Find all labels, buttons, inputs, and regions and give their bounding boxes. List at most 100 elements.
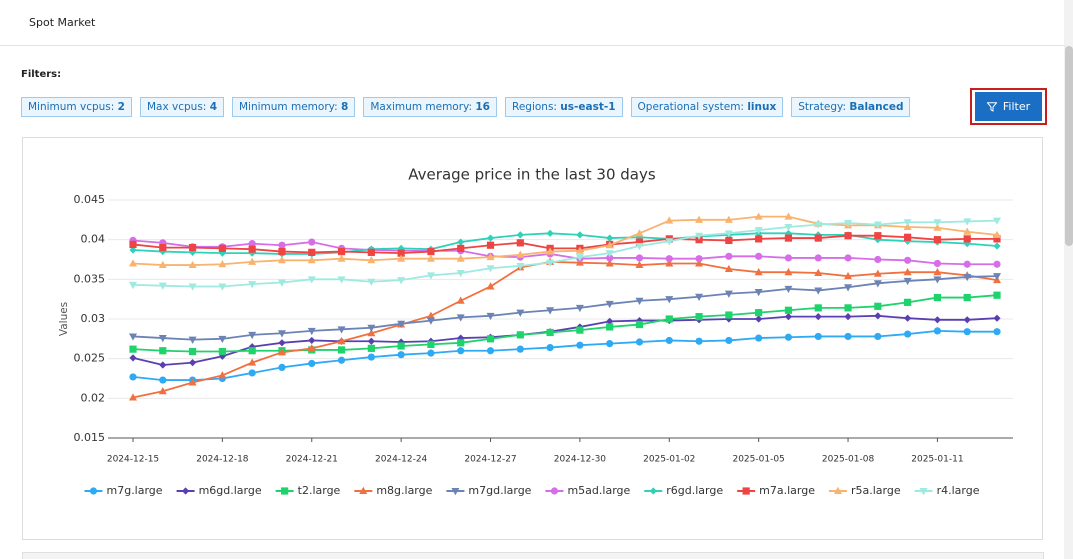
data-point <box>903 267 912 276</box>
data-point <box>963 316 971 324</box>
data-point <box>873 280 882 288</box>
data-point <box>993 291 1001 299</box>
data-point <box>933 219 942 227</box>
legend-label: t2.large <box>298 484 341 497</box>
data-point <box>814 304 822 312</box>
data-point <box>308 336 316 345</box>
legend-marker <box>89 487 98 495</box>
series-line <box>132 260 998 399</box>
data-point <box>755 334 763 342</box>
data-point <box>248 245 256 253</box>
data-point <box>665 216 674 224</box>
data-point <box>546 247 555 255</box>
series-line <box>132 219 998 288</box>
legend-label: m7g.large <box>106 484 162 497</box>
data-point <box>904 298 912 306</box>
data-point <box>457 339 465 347</box>
data-point <box>546 229 554 237</box>
data-point <box>427 340 435 348</box>
filter-chips: Minimum vcpus: 2 Max vcpus: 4 Minimum memo… <box>21 97 911 117</box>
data-point <box>337 247 346 256</box>
data-point <box>516 239 524 247</box>
data-point <box>635 297 644 305</box>
data-point <box>755 309 763 317</box>
data-point <box>277 256 286 264</box>
data-point <box>575 304 584 313</box>
legend: m7g.large m6gd.large t2.large m8g.large m7gd… <box>84 484 980 497</box>
data-point <box>933 267 942 276</box>
x-tick-label: 2025-01-08 <box>822 455 875 465</box>
scrollbar[interactable] <box>1065 46 1073 246</box>
data-point <box>188 347 197 356</box>
legend-item: r6gd.large <box>644 484 723 497</box>
data-point <box>844 271 853 280</box>
legend-item: t2.large <box>275 484 341 497</box>
legend-item: m6gd.large <box>176 484 262 497</box>
data-point <box>456 314 465 322</box>
data-point <box>605 259 614 267</box>
filter-chip[interactable]: Operational system: linux <box>630 97 784 117</box>
legend-item: m7gd.large <box>446 484 532 497</box>
data-point <box>307 327 316 336</box>
data-point <box>188 336 197 344</box>
data-point <box>367 256 376 264</box>
data-point <box>665 336 673 345</box>
data-point <box>188 378 197 386</box>
data-point <box>784 306 793 314</box>
filter-chip[interactable]: Minimum vcpus: 2 <box>21 97 132 117</box>
data-point <box>129 281 137 290</box>
data-point <box>963 235 971 243</box>
filter-chip[interactable]: Max vcpus: 4 <box>139 97 224 117</box>
data-point <box>158 282 167 290</box>
data-point <box>129 333 137 341</box>
data-point <box>814 332 822 341</box>
filter-chip[interactable]: Maximum memory: 16 <box>363 97 497 117</box>
data-point <box>904 330 912 338</box>
data-point <box>248 331 257 340</box>
data-point <box>158 386 167 395</box>
filter-chip[interactable]: Regions: us-east-1 <box>505 97 623 117</box>
data-point <box>426 272 435 280</box>
data-point <box>516 309 525 317</box>
data-point <box>248 281 257 289</box>
data-point <box>129 259 137 267</box>
data-point <box>695 232 704 240</box>
chart-title: Average price in the last 30 days <box>408 166 656 184</box>
data-point <box>307 344 316 352</box>
filters-label: Filters: <box>21 69 62 80</box>
data-point <box>873 269 882 277</box>
data-point <box>605 250 614 258</box>
data-point <box>248 347 256 355</box>
data-point <box>606 323 614 331</box>
data-point <box>725 336 733 345</box>
data-point <box>695 255 703 263</box>
data-point <box>218 371 227 379</box>
data-point <box>814 234 822 242</box>
data-point <box>904 314 912 322</box>
filter-button[interactable]: Filter <box>975 92 1042 121</box>
legend-marker <box>833 486 842 494</box>
data-point <box>933 223 942 231</box>
legend-marker <box>742 487 750 495</box>
data-point <box>427 349 435 357</box>
data-point <box>129 393 137 401</box>
data-point <box>844 220 853 228</box>
data-point <box>129 373 137 381</box>
legend-label: m7gd.large <box>468 484 531 497</box>
data-point <box>188 359 197 367</box>
chip-value: us-east-1 <box>560 101 616 113</box>
data-point <box>874 332 882 341</box>
filter-chip[interactable]: Minimum memory: 8 <box>232 97 356 117</box>
data-point <box>337 276 346 284</box>
data-point <box>158 260 167 269</box>
data-point <box>188 244 197 252</box>
data-point <box>337 356 346 364</box>
data-point <box>278 247 286 256</box>
x-tick-label: 2025-01-05 <box>732 455 784 465</box>
data-point <box>218 335 227 344</box>
data-point <box>129 240 137 249</box>
data-point <box>397 320 406 328</box>
filter-chip[interactable]: Strategy: Balanced <box>791 97 911 117</box>
legend-label: r6gd.large <box>666 484 723 497</box>
